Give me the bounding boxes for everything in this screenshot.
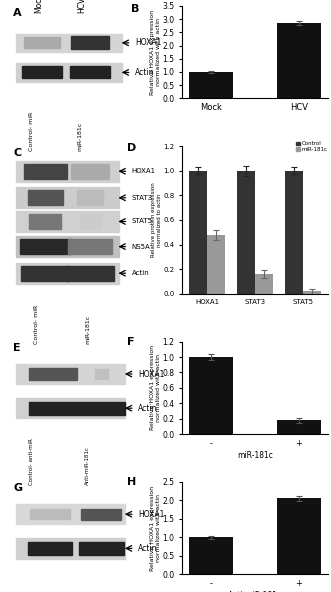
Text: D: D (127, 143, 136, 153)
Bar (66, 266, 114, 281)
Text: Actin: Actin (135, 68, 154, 77)
Text: E: E (13, 343, 21, 353)
Text: STAT5: STAT5 (131, 218, 153, 224)
Bar (16, 538, 125, 558)
Bar (189, 72, 233, 98)
Text: B: B (131, 4, 140, 14)
Bar (237, 170, 255, 294)
Text: HCV: HCV (77, 0, 86, 13)
Bar (16, 504, 125, 525)
Bar (285, 170, 303, 294)
Bar (16, 211, 119, 232)
Text: STAT3: STAT3 (131, 195, 153, 201)
Y-axis label: Relative HOXA1 expression
normalized with actin: Relative HOXA1 expression normalized wit… (150, 485, 161, 571)
Bar (70, 66, 110, 78)
Bar (16, 236, 119, 257)
Bar (29, 402, 77, 414)
Text: Control- anti-miR: Control- anti-miR (29, 437, 34, 485)
Text: NS5A: NS5A (131, 243, 150, 250)
Bar (189, 357, 233, 434)
Text: H: H (127, 477, 136, 487)
X-axis label: Anti-miR-181c: Anti-miR-181c (228, 591, 282, 592)
Bar (68, 239, 112, 254)
Bar (27, 542, 72, 555)
Bar (80, 214, 100, 229)
Text: A: A (13, 8, 22, 18)
Bar (16, 398, 125, 419)
Text: HOXA1: HOXA1 (135, 38, 161, 47)
Bar (303, 291, 321, 294)
Y-axis label: Relative protein expression
normalized to actin: Relative protein expression normalized t… (151, 182, 162, 258)
Bar (27, 191, 63, 205)
Text: Mock: Mock (34, 0, 43, 13)
Text: G: G (13, 483, 22, 493)
Bar (71, 36, 109, 49)
Bar (22, 66, 62, 78)
Bar (207, 235, 225, 294)
X-axis label: miR-181c: miR-181c (237, 451, 273, 460)
Y-axis label: Relative HOXA1 expression
normalized with actin: Relative HOXA1 expression normalized wit… (150, 9, 161, 95)
Bar (255, 274, 273, 294)
Text: miR-181c: miR-181c (77, 121, 82, 150)
Legend: Control, miR-181c: Control, miR-181c (296, 141, 328, 152)
Bar (277, 498, 321, 574)
Y-axis label: Relative HOXA1 expression
normalized with actin: Relative HOXA1 expression normalized wit… (150, 345, 161, 430)
Text: Control- miR: Control- miR (34, 305, 39, 345)
Text: Actin: Actin (138, 404, 158, 413)
Bar (16, 364, 125, 384)
Text: HOXA1: HOXA1 (131, 168, 156, 174)
Bar (24, 37, 60, 49)
Bar (77, 402, 125, 414)
Text: HOXA1: HOXA1 (138, 510, 164, 519)
Bar (95, 369, 108, 379)
Bar (29, 368, 77, 380)
Text: miR-181c: miR-181c (85, 315, 90, 345)
Text: HOXA1: HOXA1 (138, 369, 164, 378)
Text: Actin: Actin (138, 544, 158, 553)
Text: Actin: Actin (131, 270, 149, 276)
Bar (189, 170, 207, 294)
Bar (189, 538, 233, 574)
Bar (16, 34, 122, 52)
Bar (29, 214, 61, 229)
Bar (20, 239, 71, 254)
Text: Anti-miR-181c: Anti-miR-181c (85, 446, 90, 485)
Bar (71, 164, 109, 179)
Bar (30, 509, 70, 519)
Bar (77, 191, 103, 205)
Bar (16, 161, 119, 182)
Bar (24, 164, 67, 179)
Bar (16, 63, 122, 82)
Bar (16, 188, 119, 208)
Text: Control- miR: Control- miR (29, 111, 34, 150)
Text: C: C (13, 147, 21, 157)
Bar (21, 266, 69, 281)
Bar (79, 542, 123, 555)
Text: F: F (127, 337, 134, 347)
Bar (16, 263, 119, 284)
Bar (81, 509, 121, 520)
Bar (277, 420, 321, 434)
Bar (277, 23, 321, 98)
